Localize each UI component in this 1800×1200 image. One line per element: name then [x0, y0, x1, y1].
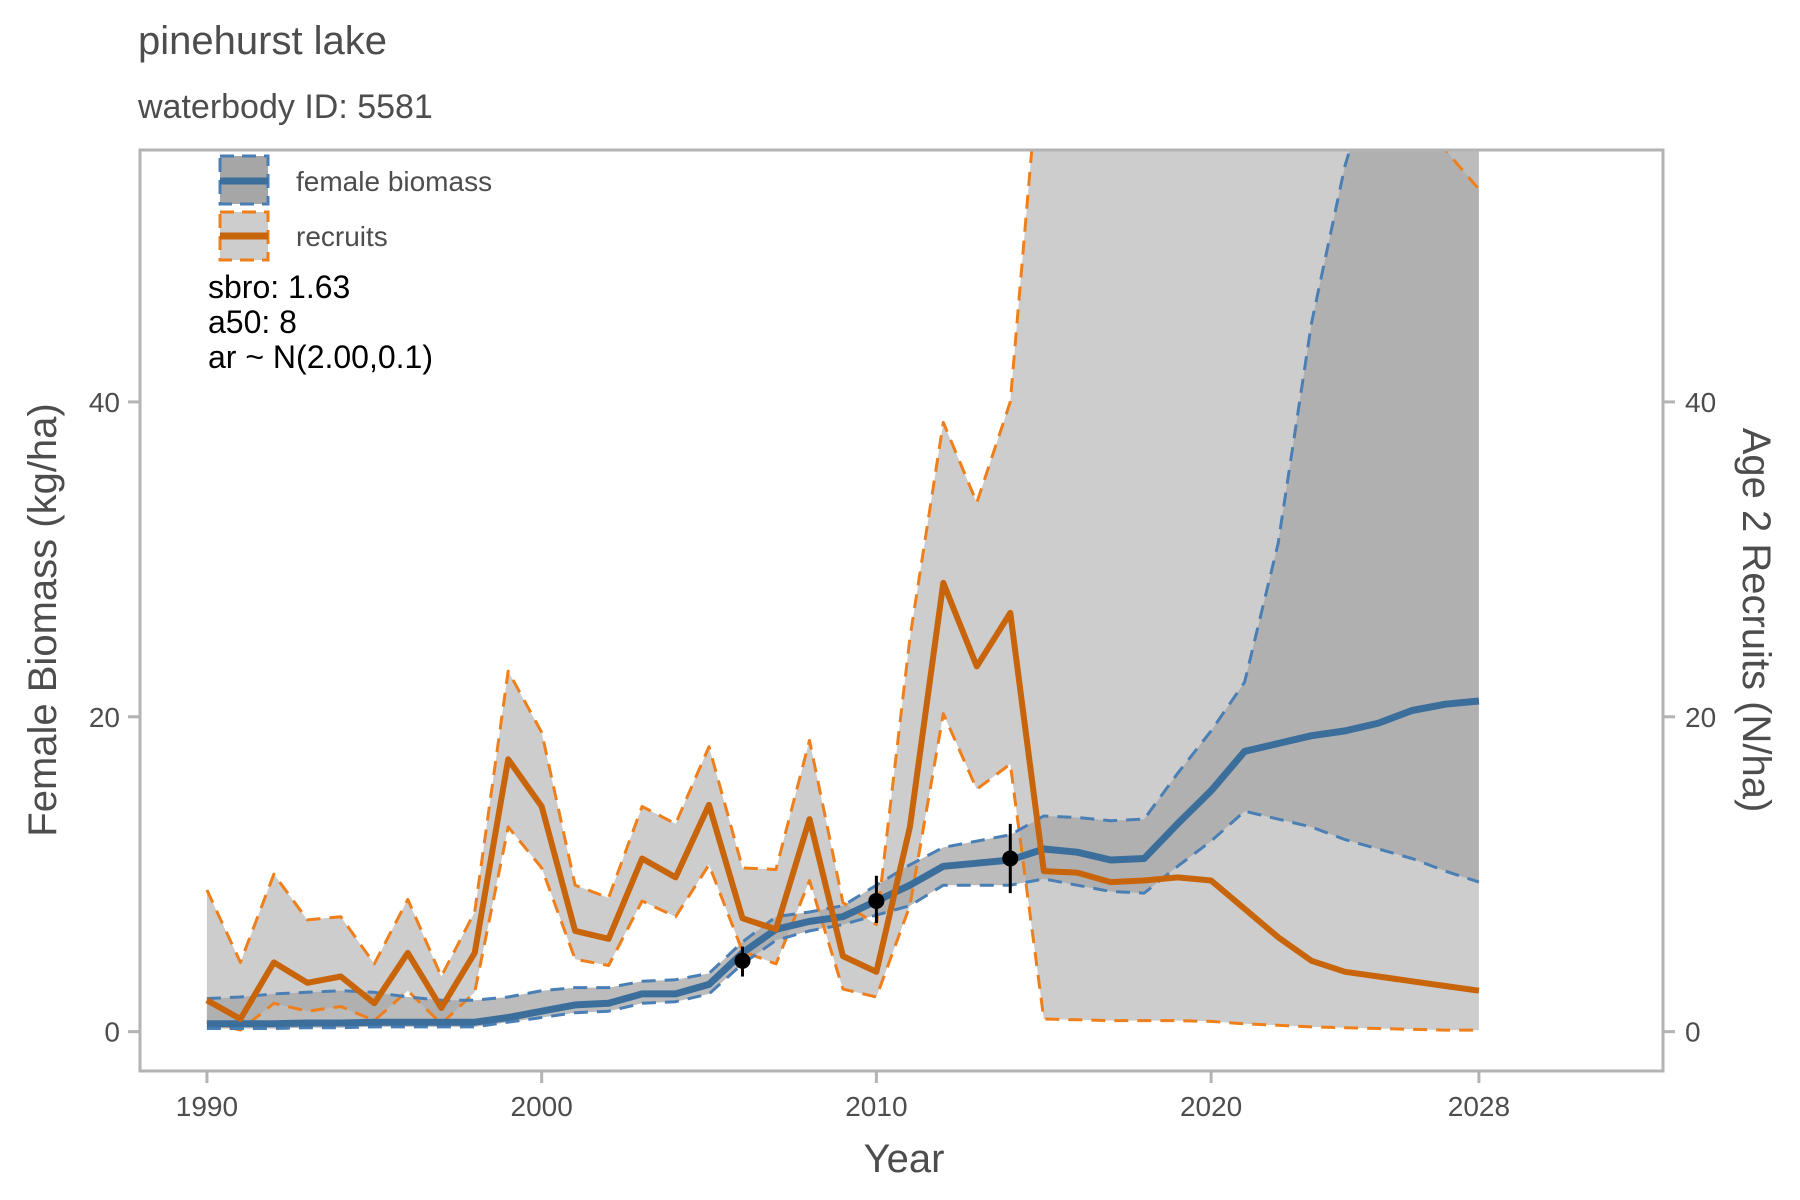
biomass-ci-band — [206, 150, 1479, 1029]
biomass-lower-line — [206, 809, 1480, 1030]
axes: 1990 2000 2010 2020 2028 0 20 40 0 20 40 — [89, 387, 1716, 1122]
y-tick-label: 40 — [89, 387, 120, 418]
recruits-median-line — [205, 579, 1480, 1022]
observed-point — [1002, 850, 1019, 867]
legend-label-recruits: recruits — [296, 221, 388, 252]
x-tick-label: 2010 — [845, 1091, 907, 1122]
legend-label-biomass: female biomass — [296, 166, 492, 197]
biomass-upper-line — [206, 150, 1352, 1002]
model-annotations: sbro: 1.63 a50: 8 ar ~ N(2.00,0.1) — [208, 269, 433, 375]
y2-tick-label: 0 — [1685, 1017, 1701, 1048]
observed-point — [868, 892, 885, 909]
annotation-a50: a50: 8 — [208, 304, 297, 340]
legend: female biomass recruits — [218, 154, 492, 262]
recruits-upper-line — [205, 150, 1481, 978]
recruits-lower-line — [206, 712, 1479, 1032]
x-tick-label: 2028 — [1448, 1091, 1510, 1122]
y-axis-title: Female Biomass (kg/ha) — [21, 403, 65, 836]
y2-tick-label: 20 — [1685, 702, 1716, 733]
y2-axis-title: Age 2 Recruits (N/ha) — [1734, 428, 1778, 813]
observed-point — [734, 952, 751, 969]
x-tick-label: 1990 — [176, 1091, 238, 1122]
chart-subtitle: waterbody ID: 5581 — [137, 88, 433, 126]
biomass-median-line — [206, 697, 1480, 1028]
annotation-ar: ar ~ N(2.00,0.1) — [208, 339, 433, 375]
y2-tick-label: 40 — [1685, 387, 1716, 418]
annotation-sbro: sbro: 1.63 — [208, 269, 350, 305]
y-tick-label: 20 — [89, 702, 120, 733]
panel-border — [138, 148, 1665, 1073]
x-axis-title: Year — [864, 1137, 945, 1181]
x-tick-label: 2020 — [1180, 1091, 1242, 1122]
plot-area — [205, 150, 1481, 1032]
x-tick-label: 2000 — [511, 1091, 573, 1122]
y-tick-label: 0 — [104, 1017, 120, 1048]
chart-title: pinehurst lake — [138, 19, 387, 63]
